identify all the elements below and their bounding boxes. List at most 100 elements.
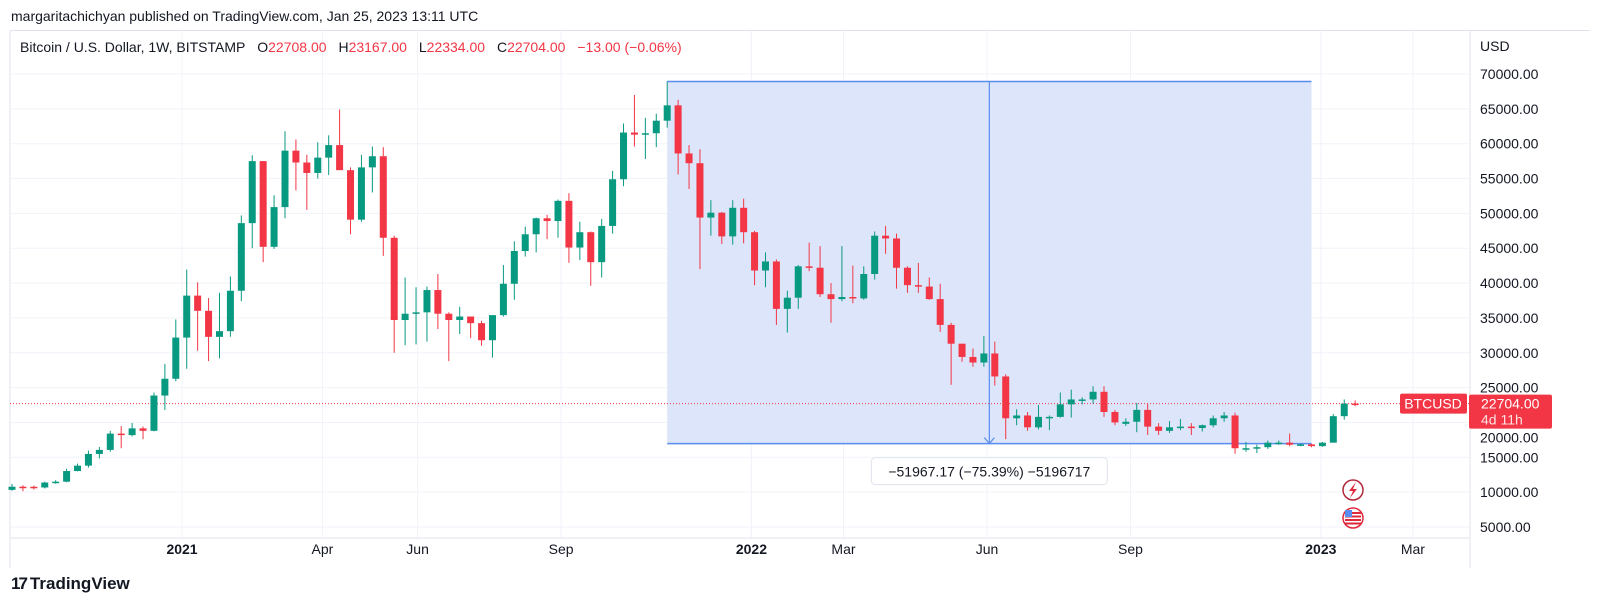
- price-tick-label: 50000.00: [1480, 205, 1539, 221]
- candle-up: [1056, 404, 1064, 417]
- candle-down: [205, 310, 213, 337]
- symbol-title[interactable]: Bitcoin / U.S. Dollar, 1W, BITSTAMP: [20, 39, 246, 55]
- candle-down: [893, 238, 901, 268]
- candle-down: [19, 486, 27, 489]
- low-label: L: [418, 39, 427, 55]
- candle-up: [172, 337, 180, 379]
- candle-up: [783, 297, 791, 309]
- candle-up: [761, 261, 769, 271]
- candle-up: [1297, 444, 1305, 446]
- candle-up: [576, 232, 584, 248]
- flag-stripe: [1345, 515, 1361, 518]
- candle-down: [1144, 409, 1152, 427]
- footer-brand[interactable]: 17 TradingView: [11, 574, 130, 594]
- time-tick-label: Mar: [1401, 541, 1425, 557]
- chart-frame: [10, 30, 1590, 569]
- candle-down: [805, 266, 813, 268]
- candle-down: [445, 313, 453, 321]
- candle-up: [1275, 442, 1283, 445]
- low-value: 22334.00: [426, 39, 486, 55]
- open-value: 22708.00: [268, 39, 327, 55]
- candle-down: [390, 237, 398, 321]
- brand-name: TradingView: [29, 574, 130, 593]
- close-label: C: [496, 39, 508, 55]
- candle-up: [860, 274, 868, 299]
- candle-down: [882, 235, 890, 239]
- price-tick-label: 30000.00: [1480, 345, 1539, 361]
- candle-up: [401, 313, 409, 321]
- candle-up: [281, 150, 289, 208]
- candle-up: [8, 486, 16, 490]
- candle-down: [740, 207, 748, 233]
- time-tick-label: 2023: [1305, 541, 1336, 557]
- price-tick-label: 35000.00: [1480, 310, 1539, 326]
- candle-up: [1220, 415, 1228, 419]
- candle-down: [543, 218, 551, 222]
- symbol-legend: Bitcoin / U.S. Dollar, 1W, BITSTAMP O227…: [20, 39, 690, 55]
- candle-up: [1253, 447, 1261, 449]
- flag-stripe: [1345, 519, 1361, 521]
- candle-down: [1155, 426, 1163, 431]
- candle-up: [412, 312, 420, 314]
- candle-up: [707, 212, 715, 218]
- flag-canton: [1345, 510, 1352, 517]
- candle-up: [1198, 425, 1206, 429]
- candle-up: [609, 179, 617, 226]
- candle-up: [499, 283, 507, 316]
- candle-down: [587, 232, 595, 263]
- candle-up: [248, 161, 256, 224]
- candle-up: [368, 156, 376, 168]
- candle-up: [521, 234, 529, 252]
- candle-down: [1024, 415, 1032, 428]
- candle-up: [1078, 399, 1086, 401]
- publisher-info: margaritachichyan published on TradingVi…: [11, 8, 479, 24]
- time-tick-label: Jun: [406, 541, 429, 557]
- last-price-axis-tag: [1469, 394, 1552, 429]
- candle-up: [532, 218, 540, 235]
- flag-stripe: [1345, 512, 1361, 514]
- symbol-price-tag: [1400, 393, 1467, 414]
- candle-up: [423, 290, 431, 313]
- candle-down: [1307, 444, 1315, 447]
- candle-up: [1013, 415, 1021, 419]
- time-tick-label: Jun: [976, 541, 999, 557]
- price-tick-label: 10000.00: [1480, 484, 1539, 500]
- candle-up: [325, 145, 333, 158]
- price-tick-label: 15000.00: [1480, 449, 1539, 465]
- candle-up: [1264, 442, 1272, 448]
- candle-up: [1045, 416, 1053, 419]
- candle-down: [194, 295, 202, 311]
- price-tick-label: 65000.00: [1480, 101, 1539, 117]
- candle-down: [1100, 391, 1108, 412]
- arrow-down-icon: [983, 437, 995, 445]
- candle-down: [958, 343, 966, 357]
- currency-label[interactable]: USD: [1480, 38, 1510, 54]
- candle-down: [139, 428, 147, 431]
- candle-up: [598, 225, 606, 263]
- candle-up: [1133, 409, 1141, 422]
- candle-up: [63, 471, 71, 482]
- candle-up: [1209, 418, 1217, 426]
- candle-down: [903, 267, 911, 286]
- candle-up: [1034, 416, 1042, 428]
- candle-up: [52, 481, 60, 484]
- candle-down: [1187, 426, 1195, 429]
- candle-up: [1318, 442, 1326, 447]
- price-tick-label: 70000.00: [1480, 66, 1539, 82]
- candle-up: [652, 120, 660, 134]
- candle-up: [128, 428, 136, 436]
- candle-down: [696, 163, 704, 218]
- candle-down: [347, 170, 355, 220]
- bar-countdown: 4d 11h: [1481, 412, 1523, 428]
- price-tick-label: 5000.00: [1480, 519, 1531, 535]
- candle-up: [871, 235, 879, 275]
- candle-down: [816, 267, 824, 295]
- candle-down: [1111, 411, 1119, 423]
- candle-down: [259, 161, 267, 247]
- candle-down: [685, 153, 693, 164]
- candle-down: [991, 353, 999, 377]
- last-price-value: 22704.00: [1481, 396, 1540, 412]
- symbol-tag-label: BTCUSD: [1404, 396, 1462, 412]
- candle-down: [30, 486, 38, 489]
